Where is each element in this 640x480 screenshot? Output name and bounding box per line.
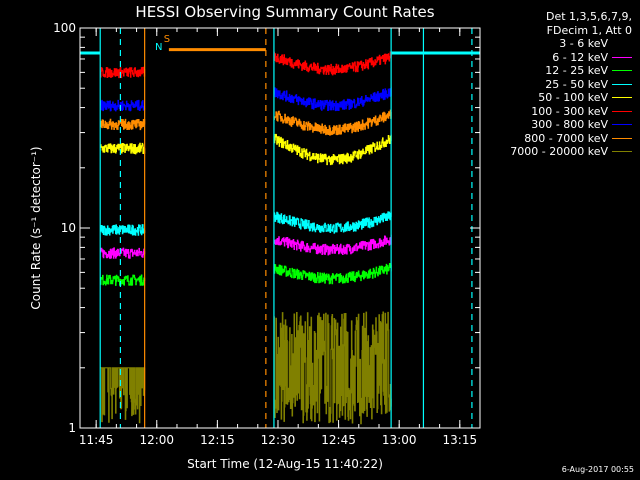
series-line-6-seg-0 bbox=[99, 99, 146, 112]
series-line-7-seg-0 bbox=[99, 118, 146, 131]
timestamp: 6-Aug-2017 00:55 bbox=[561, 465, 634, 474]
series-line-3-seg-1 bbox=[273, 211, 392, 234]
series-line-8-seg-0 bbox=[100, 367, 146, 424]
status-bars bbox=[80, 48, 480, 55]
chart-title: HESSI Observing Summary Count Rates bbox=[135, 3, 434, 21]
series-line-2-seg-0 bbox=[99, 274, 146, 286]
series-line-1-seg-1 bbox=[273, 234, 392, 256]
legend-entry-4: 50 - 100 keV bbox=[462, 91, 632, 105]
series-line-5-seg-0 bbox=[99, 66, 146, 79]
legend: Det 1,3,5,6,7,9, FDecim 1, Att 0 3 - 6 k… bbox=[462, 10, 632, 159]
legend-label-5: 100 - 300 keV bbox=[531, 104, 608, 118]
legend-label-3: 25 - 50 keV bbox=[545, 77, 608, 91]
x-tick-label-6: 13:15 bbox=[443, 433, 478, 447]
series-line-8-seg-1 bbox=[273, 311, 392, 425]
legend-label-1: 6 - 12 keV bbox=[552, 50, 608, 64]
legend-label-7: 800 - 7000 keV bbox=[524, 131, 608, 145]
series-lines bbox=[99, 51, 392, 425]
axes: 11:45 12:00 12:15 12:30 12:45 13:00 13:15 1 10 10… bbox=[53, 21, 481, 447]
series-line-4-seg-1 bbox=[273, 133, 392, 166]
series-line-7-seg-1 bbox=[273, 109, 392, 136]
legend-swatch-4 bbox=[612, 97, 632, 99]
legend-header-line-2: FDecim 1, Att 0 bbox=[546, 23, 632, 37]
series-line-2-seg-1 bbox=[273, 263, 392, 285]
legend-label-0: 3 - 6 keV bbox=[559, 37, 608, 50]
legend-entry-5: 100 - 300 keV bbox=[462, 105, 632, 119]
y-tick-label-1: 10 bbox=[61, 221, 76, 235]
y-axis-label: Count Rate (s⁻¹ detector⁻¹) bbox=[29, 146, 43, 309]
y-tick-label-2: 100 bbox=[53, 21, 76, 35]
legend-label-8: 7000 - 20000 keV bbox=[510, 145, 608, 158]
legend-entry-8: 7000 - 20000 keV bbox=[462, 145, 632, 159]
series-line-3-seg-0 bbox=[99, 224, 146, 236]
legend-swatch-8 bbox=[612, 151, 632, 153]
flag-label-n: N bbox=[155, 42, 162, 53]
legend-label-4: 50 - 100 keV bbox=[538, 91, 608, 104]
y-tick-label-0: 1 bbox=[68, 421, 76, 435]
series-line-0-seg-0 bbox=[99, 187, 146, 199]
legend-entry-0: 3 - 6 keV bbox=[462, 37, 632, 51]
x-tick-label-0: 11:45 bbox=[79, 433, 114, 447]
series-line-6-seg-1 bbox=[273, 86, 392, 112]
legend-entry-6: 300 - 800 keV bbox=[462, 118, 632, 132]
flag-label-s: S bbox=[164, 34, 170, 45]
legend-entry-1: 6 - 12 keV bbox=[462, 51, 632, 65]
x-tick-label-1: 12:00 bbox=[139, 433, 174, 447]
x-tick-label-4: 12:45 bbox=[321, 433, 356, 447]
legend-swatch-5 bbox=[612, 110, 632, 112]
legend-swatch-2 bbox=[612, 70, 632, 72]
legend-header-line-1: Det 1,3,5,6,7,9, bbox=[545, 10, 632, 23]
x-tick-label-3: 12:30 bbox=[261, 433, 296, 447]
legend-swatch-1 bbox=[612, 56, 632, 58]
legend-swatch-3 bbox=[612, 83, 632, 85]
legend-entry-7: 800 - 7000 keV bbox=[462, 132, 632, 146]
series-line-4-seg-0 bbox=[99, 142, 146, 155]
x-tick-label-2: 12:15 bbox=[200, 433, 235, 447]
legend-entry-3: 25 - 50 keV bbox=[462, 78, 632, 92]
legend-entry-2: 12 - 25 keV bbox=[462, 64, 632, 78]
legend-swatch-0 bbox=[612, 43, 632, 45]
series-line-0-seg-1 bbox=[273, 182, 392, 212]
legend-label-6: 300 - 800 keV bbox=[531, 118, 608, 131]
x-axis-label: Start Time (12-Aug-15 11:40:22) bbox=[187, 457, 383, 471]
series-line-1-seg-0 bbox=[99, 247, 146, 259]
legend-label-2: 12 - 25 keV bbox=[545, 64, 608, 77]
legend-swatch-7 bbox=[612, 137, 632, 139]
legend-swatch-6 bbox=[612, 124, 632, 126]
series-line-5-seg-1 bbox=[273, 51, 392, 76]
x-tick-label-5: 13:00 bbox=[382, 433, 417, 447]
